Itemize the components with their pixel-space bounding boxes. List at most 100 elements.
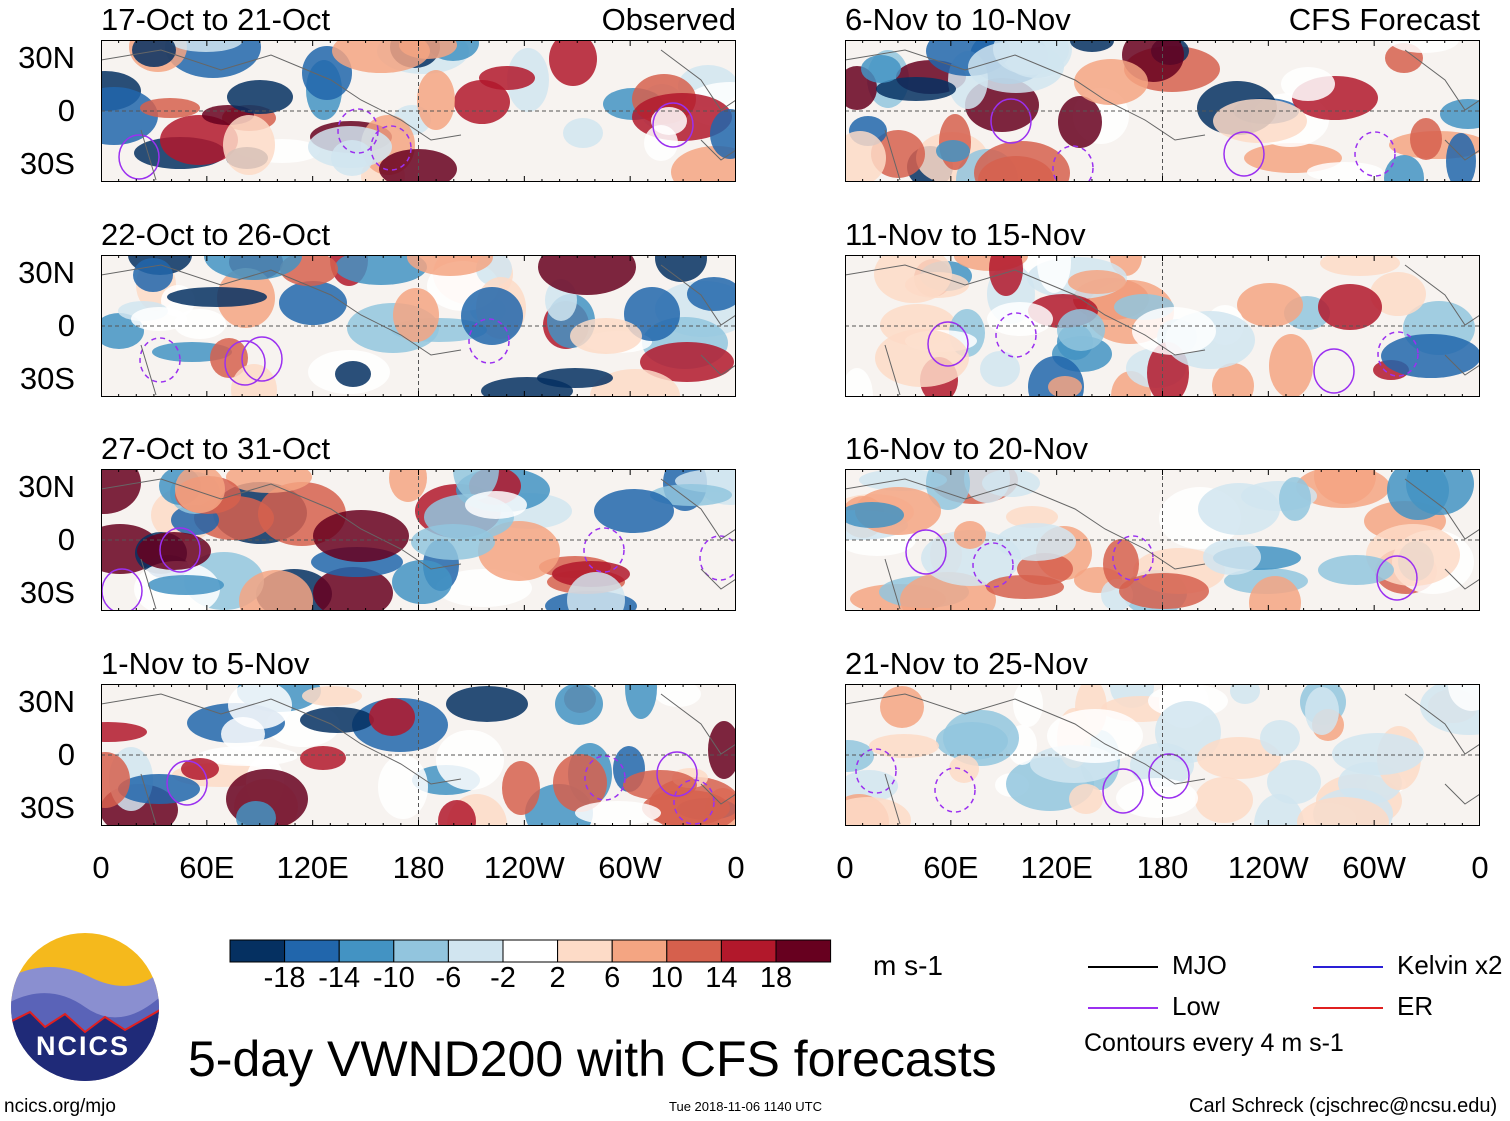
wind-anomaly-blob [407, 255, 493, 276]
wind-anomaly-blob [101, 87, 158, 145]
wind-anomaly-blob [131, 307, 187, 331]
wind-anomaly-blob [313, 567, 393, 611]
wind-anomaly-blob [869, 734, 939, 758]
x-tick-label: 60E [923, 850, 979, 885]
x-tick-label: 120E [1020, 850, 1093, 885]
wind-anomaly-blob [137, 532, 211, 570]
wind-anomaly-blob [101, 752, 130, 808]
panel-source-label: CFS Forecast [1288, 2, 1480, 37]
low-contour [118, 134, 160, 180]
y-tick-label: 30S [19, 790, 75, 825]
wind-anomaly-blob [954, 521, 986, 549]
wind-anomaly-blob [1068, 270, 1126, 294]
low-contour [166, 760, 208, 806]
map-panel [101, 255, 736, 397]
wind-anomaly-blob [570, 318, 642, 354]
wind-anomaly-blob [1119, 573, 1209, 609]
wind-anomaly-blob [335, 361, 371, 387]
wind-anomaly-blob [335, 255, 427, 285]
wind-anomaly-blob [650, 484, 732, 506]
legend-label: MJO [1172, 950, 1227, 980]
wind-anomaly-blob [1387, 469, 1449, 520]
x-tick-label: 60E [179, 850, 235, 885]
y-tick-label: 30N [18, 684, 75, 719]
colorbar-label: -10 [372, 962, 415, 994]
wind-anomaly-blob [204, 255, 302, 280]
y-tick-label: 0 [57, 93, 75, 128]
wind-anomaly-blob [1307, 162, 1383, 182]
wind-anomaly-blob [1318, 555, 1394, 585]
wind-anomaly-blob [986, 575, 1064, 599]
wind-anomaly-blob [861, 55, 901, 83]
low-contour [927, 321, 969, 367]
low-contour [337, 108, 379, 154]
wind-anomaly-blob [438, 800, 476, 826]
low-contour [972, 542, 1014, 588]
x-tick-label: 180 [1136, 850, 1189, 885]
wind-anomaly-blob [845, 502, 904, 528]
map-panel [101, 40, 736, 182]
y-tick-label: 30N [18, 40, 75, 75]
wind-anomaly-blob [1296, 469, 1390, 508]
coastline [101, 264, 736, 396]
wind-anomaly-blob [148, 575, 224, 595]
wind-anomaly-blob [454, 80, 510, 124]
wind-anomaly-blob [876, 77, 956, 101]
wind-anomaly-blob [160, 115, 238, 165]
colorbar [229, 939, 832, 963]
colorbar-swatch [557, 939, 613, 963]
wind-anomaly-blob [1006, 506, 1058, 528]
colorbar-swatch [338, 939, 395, 963]
wind-anomaly-blob [1410, 118, 1442, 160]
wind-anomaly-blob [1279, 477, 1311, 521]
colorbar-swatch [775, 939, 832, 963]
x-tick-label: 0 [836, 850, 854, 885]
colorbar-swatch [284, 939, 340, 963]
colorbar-label: 6 [604, 962, 621, 994]
wind-anomaly-blob [1058, 96, 1102, 148]
wind-anomaly-blob [1037, 255, 1071, 293]
map-panel [845, 469, 1480, 611]
colorbar-swatch [666, 939, 722, 963]
map-panel [845, 684, 1480, 826]
colorbar-swatch [720, 939, 777, 963]
wind-anomaly-blob [964, 469, 1010, 503]
wind-anomaly-blob [465, 491, 527, 519]
low-contour [1052, 145, 1094, 182]
wind-anomaly-blob [1212, 363, 1254, 397]
coastline [845, 478, 1480, 610]
wind-anomaly-blob [1069, 784, 1103, 814]
wind-anomaly-blob [331, 140, 373, 176]
wind-anomaly-blob [1213, 99, 1307, 143]
panel-title: 17-Oct to 21-Oct [101, 2, 331, 37]
wind-anomaly-blob [392, 560, 452, 604]
colorbar-label: 14 [705, 962, 738, 994]
colorbar-swatch [393, 939, 449, 963]
panel-title: 21-Nov to 25-Nov [845, 646, 1088, 681]
legend-line-low [1088, 1007, 1158, 1009]
wind-anomaly-blob [461, 287, 523, 345]
wind-anomaly-blob [236, 801, 276, 826]
wind-anomaly-blob [175, 469, 225, 513]
low-contour [990, 98, 1032, 144]
wind-anomaly-blob [1281, 67, 1335, 101]
colorbar-swatch [447, 939, 504, 963]
figure-title: 5-day VWND200 with CFS forecasts [188, 1031, 997, 1087]
wind-anomaly-blob [279, 281, 347, 325]
wind-anomaly-blob [549, 40, 597, 86]
wind-anomaly-blob [1249, 576, 1301, 611]
wind-anomaly-blob [875, 329, 969, 387]
wind-anomaly-blob [1074, 59, 1148, 105]
coastline [845, 264, 1480, 396]
wind-anomaly-blob [655, 255, 707, 282]
low-contour [1354, 131, 1396, 177]
wind-anomaly-blob [181, 758, 219, 780]
panel-source-label: Observed [601, 2, 736, 37]
wind-anomaly-blob [537, 368, 613, 388]
coastline [845, 49, 1480, 181]
wind-anomaly-blob [174, 309, 226, 339]
wind-anomaly-blob [1381, 334, 1480, 378]
wind-anomaly-blob [987, 302, 1053, 336]
coastline [101, 49, 736, 181]
